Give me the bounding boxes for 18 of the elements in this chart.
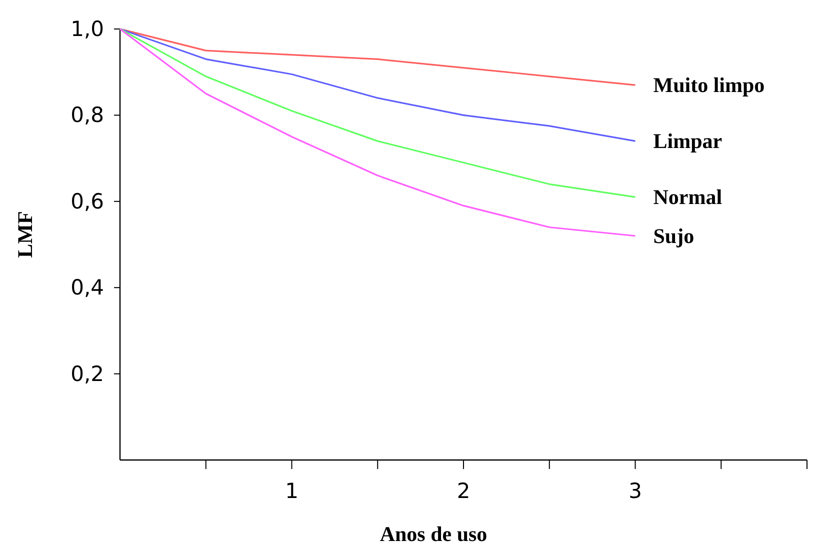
line-series <box>119 28 636 198</box>
series-label: Normal <box>653 185 722 210</box>
series-label: Muito limpo <box>653 73 765 98</box>
x-tick-label: 3 <box>628 479 642 503</box>
x-axis-title: Anos de uso <box>380 522 488 546</box>
y-tick-label: 0,2 <box>70 362 104 386</box>
y-axis-title: LMF <box>13 211 37 258</box>
x-tick-label: 2 <box>456 479 470 503</box>
line-series <box>119 28 636 86</box>
series-label: Sujo <box>653 224 694 248</box>
y-tick-label: 1,0 <box>70 17 104 41</box>
line-series <box>119 28 636 237</box>
y-tick-label: 0,6 <box>70 189 104 214</box>
line-series <box>119 28 636 142</box>
x-tick-label: 1 <box>285 479 298 503</box>
y-tick-label: 0,8 <box>70 103 104 128</box>
y-tick-label: 0,4 <box>70 276 104 300</box>
series-label: Limpar <box>653 129 722 154</box>
